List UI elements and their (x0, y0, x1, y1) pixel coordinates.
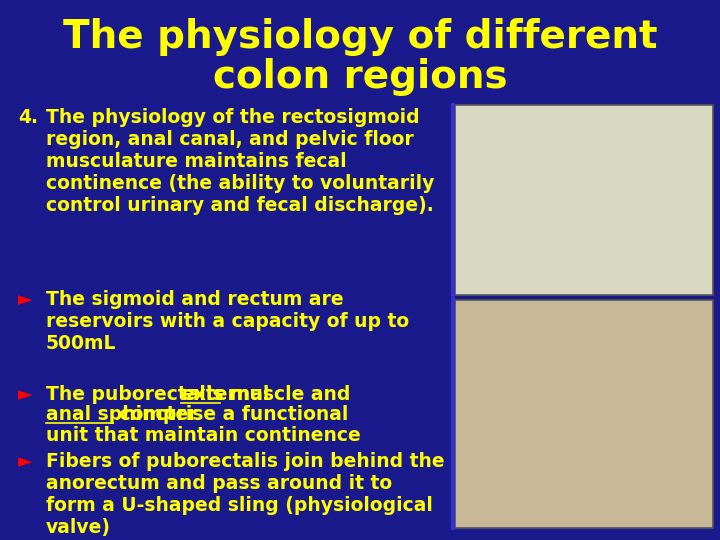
Text: ►: ► (18, 452, 32, 471)
Text: ►: ► (18, 290, 32, 309)
FancyBboxPatch shape (455, 105, 713, 295)
Text: ►: ► (18, 385, 32, 404)
FancyBboxPatch shape (455, 300, 713, 528)
Text: anal sphincter: anal sphincter (46, 406, 197, 424)
Text: unit that maintain continence: unit that maintain continence (46, 426, 361, 445)
Text: external: external (181, 385, 269, 404)
Text: The sigmoid and rectum are
reservoirs with a capacity of up to
500mL: The sigmoid and rectum are reservoirs wi… (46, 290, 409, 353)
Text: The puborectalis muscle and: The puborectalis muscle and (46, 385, 357, 404)
Text: 4.: 4. (18, 108, 38, 127)
Text: colon regions: colon regions (212, 58, 508, 96)
Text: The physiology of the rectosigmoid
region, anal canal, and pelvic floor
musculat: The physiology of the rectosigmoid regio… (46, 108, 434, 215)
Text: The physiology of different: The physiology of different (63, 18, 657, 56)
Text: Fibers of puborectalis join behind the
anorectum and pass around it to
form a U-: Fibers of puborectalis join behind the a… (46, 452, 445, 537)
Text: comprise a functional: comprise a functional (114, 406, 349, 424)
